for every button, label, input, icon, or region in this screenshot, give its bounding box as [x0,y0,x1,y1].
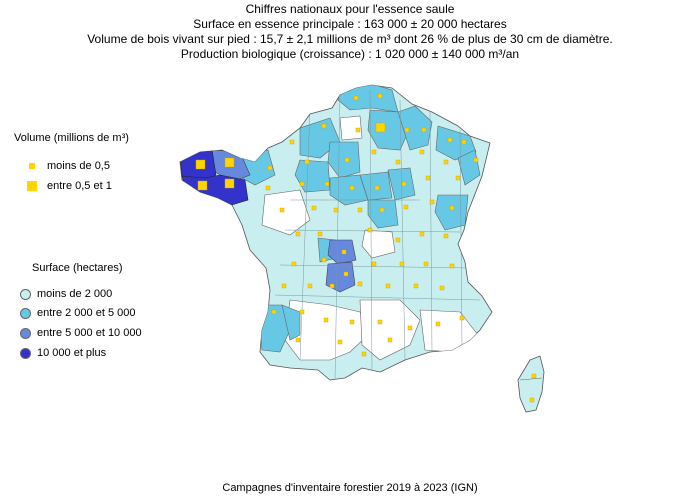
circle-icon [20,307,31,319]
legend-surface-title: Surface (hectares) [32,262,123,274]
header: Chiffres nationaux pour l'essence saule … [0,2,700,62]
volume-markers [195,93,537,403]
circle-icon [20,288,31,300]
legend-volume-title: Volume (millions de m³) [14,132,129,144]
legend-surface-item-1: moins de 2 000 [20,288,112,300]
volume-line: Volume de bois vivant sur pied : 15,7 ± … [87,32,613,46]
source-footer: Campagnes d'inventaire forestier 2019 à … [222,482,478,494]
legend-surface-item-3: entre 5 000 et 10 000 [20,327,142,339]
departments-white [261,115,479,361]
legend-volume-label-large: entre 0,5 et 1 [47,180,112,192]
circle-icon [20,347,31,359]
corsica [517,355,545,413]
legend-surface-label-4: 10 000 et plus [37,347,107,359]
legend-volume-item-large: entre 0,5 et 1 [26,180,112,192]
legend-surface-item-2: entre 2 000 et 5 000 [20,307,135,319]
small-square-icon [29,163,35,169]
surface-line: Surface en essence principale : 163 000 … [193,17,507,31]
large-square-icon [27,181,37,191]
circle-icon [20,327,31,339]
production-line: Production biologique (croissance) : 1 0… [180,47,520,61]
legend-surface-label-1: moins de 2 000 [37,288,113,300]
legend-volume-item-small: moins de 0,5 [26,160,110,172]
map-title: Chiffres nationaux pour l'essence saule [245,2,455,16]
legend-volume-label-small: moins de 0,5 [47,160,110,172]
legend-surface-label-3: entre 5 000 et 10 000 [37,327,142,339]
legend-surface-item-4: 10 000 et plus [20,347,106,359]
legend-surface-label-2: entre 2 000 et 5 000 [37,307,136,319]
corsica-north [519,377,543,381]
